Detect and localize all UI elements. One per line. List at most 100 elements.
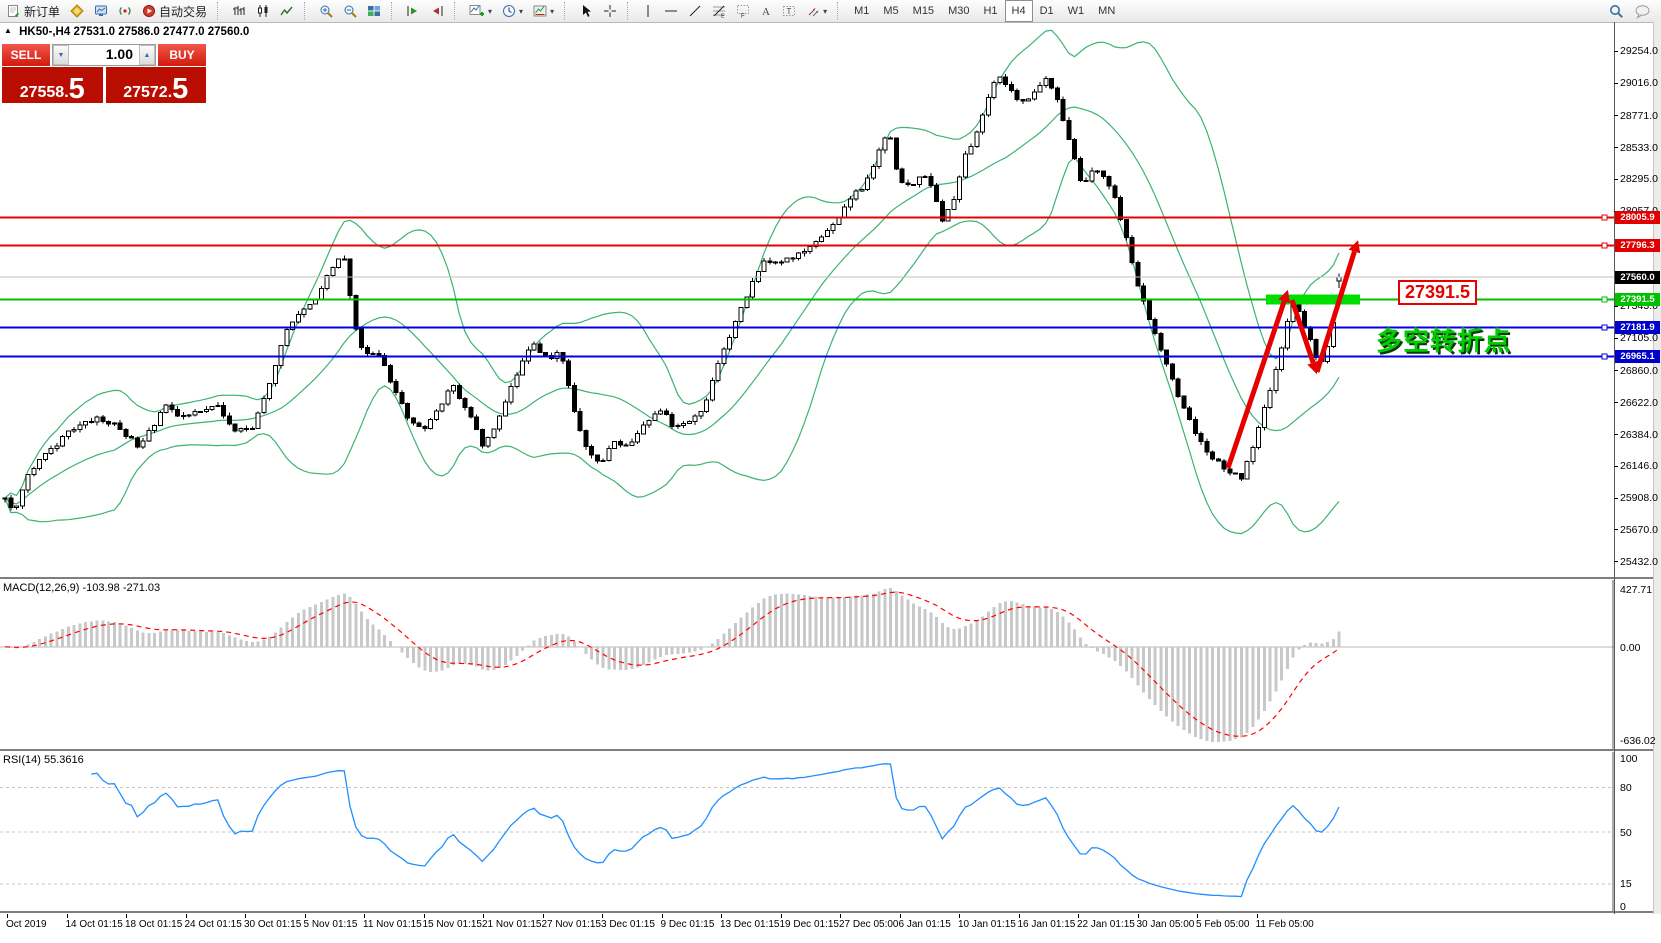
arrows-button[interactable]: ▾: [801, 0, 832, 22]
chart-shift-button[interactable]: [425, 0, 449, 22]
resistance-line-27796-handle[interactable]: [1601, 242, 1608, 249]
time-tick-mark: [304, 914, 306, 918]
crosshair-button[interactable]: [598, 0, 622, 22]
timeframe-button-m5[interactable]: M5: [883, 5, 899, 17]
zoom-in-button[interactable]: [314, 0, 338, 22]
support-line-26965-handle[interactable]: [1601, 353, 1608, 360]
resistance-line-28005-handle[interactable]: [1601, 214, 1608, 221]
signals-button[interactable]: [113, 0, 137, 22]
volume-decrease-button[interactable]: ▼: [53, 45, 69, 65]
timeframe-button-d1[interactable]: D1: [1039, 5, 1054, 17]
candle-body: [376, 352, 382, 357]
rsi-plot[interactable]: [0, 752, 1614, 911]
support-line-27391-handle[interactable]: [1601, 296, 1608, 303]
red-up-arrow-1[interactable]: [1225, 300, 1287, 469]
green-level-bar[interactable]: [1266, 294, 1360, 305]
time-tick-mark: [364, 914, 365, 918]
red-down-arrow[interactable]: [1289, 299, 1316, 364]
turning-point-note[interactable]: 多空转折点: [1376, 326, 1512, 356]
candle-body: [629, 441, 635, 446]
candle-body: [1221, 460, 1227, 470]
candle-body: [1112, 185, 1118, 198]
red-up-arrow-2[interactable]: [1314, 250, 1357, 373]
tile-windows-button[interactable]: [362, 0, 386, 22]
zoom-out-button[interactable]: [338, 0, 362, 22]
new-order-button[interactable]: 新订单: [2, 0, 65, 22]
periods-button[interactable]: ▾: [497, 0, 528, 22]
candle-body: [778, 261, 784, 264]
time-tick-mark: [66, 914, 68, 918]
text-button[interactable]: A: [755, 0, 777, 22]
time-axis[interactable]: Oct 2019 14 Oct 01:15 18 Oct 01:15 24 Oct 0…: [0, 914, 1661, 943]
price-tick-label: 26860.0: [1620, 365, 1658, 377]
indicators-button[interactable]: ▾: [464, 0, 497, 22]
market-watch-button[interactable]: [89, 0, 113, 22]
horizontal-line-button[interactable]: [659, 0, 683, 22]
support-line-27181-handle[interactable]: [1601, 324, 1608, 331]
candle-body: [485, 437, 491, 447]
panel-divider[interactable]: [0, 911, 1661, 914]
trendline-button[interactable]: [683, 0, 707, 22]
line-chart-button[interactable]: [275, 0, 299, 22]
candle-body: [1129, 237, 1135, 264]
bar-chart-button[interactable]: [227, 0, 251, 22]
price-tick-label: 25670.0: [1620, 524, 1658, 536]
candlestick-chart-button[interactable]: [251, 0, 275, 22]
grid-button[interactable]: F: [731, 0, 755, 22]
candle-body: [353, 295, 359, 330]
vertical-line-button[interactable]: [637, 0, 659, 22]
time-tick-mark: [1018, 914, 1020, 918]
candle-body: [140, 440, 146, 448]
timeframe-button-m30[interactable]: M30: [948, 5, 970, 17]
candle-body: [405, 402, 410, 419]
history-center-button[interactable]: [65, 0, 89, 22]
candle-body: [14, 505, 19, 509]
buy-price-display[interactable]: 27572. 5: [105, 67, 206, 103]
cursor-button[interactable]: [574, 0, 598, 22]
panel-divider[interactable]: [0, 749, 1661, 752]
macd-plot[interactable]: [0, 580, 1614, 749]
candle-body: [652, 413, 658, 422]
candle-body: [859, 189, 865, 192]
volume-value[interactable]: 1.00: [105, 46, 133, 62]
timeframe-button-mn[interactable]: MN: [1098, 5, 1116, 17]
red-up-arrow-2-head[interactable]: [1348, 240, 1361, 254]
candle-body: [416, 422, 422, 428]
auto-trading-button[interactable]: 自动交易: [137, 0, 212, 22]
sell-button[interactable]: SELL: [2, 44, 50, 66]
candle-body: [468, 407, 474, 418]
price-axis-border: [1614, 22, 1615, 941]
candle-body: [600, 460, 606, 462]
candle-body: [508, 386, 514, 403]
buy-button[interactable]: BUY: [158, 44, 206, 66]
price-tick-label: 28771.0: [1620, 110, 1658, 122]
level-price-box[interactable]: 27391.5: [1398, 280, 1477, 305]
candle-body: [617, 441, 623, 446]
candle-body: [1302, 311, 1307, 328]
auto-scroll-button[interactable]: [401, 0, 425, 22]
text-label-button[interactable]: T: [777, 0, 801, 22]
volume-increase-button[interactable]: ▲: [139, 45, 155, 65]
search-icon[interactable]: [1609, 4, 1624, 19]
bollinger-upper: [4, 29, 1340, 499]
timeframe-button-w1[interactable]: W1: [1067, 5, 1085, 17]
price-tick-mark: [1614, 561, 1618, 562]
red-up-arrow-1-head[interactable]: [1278, 290, 1290, 304]
candle-body: [1020, 98, 1026, 102]
collapse-marker-icon[interactable]: ▲: [4, 26, 12, 35]
timeframe-button-h4[interactable]: H4: [1004, 0, 1033, 22]
chat-icon[interactable]: [1634, 4, 1651, 19]
sell-price-display[interactable]: 27558. 5: [2, 67, 103, 103]
timeframe-button-m1[interactable]: M1: [854, 5, 870, 17]
fibonacci-button[interactable]: E: [707, 0, 731, 22]
price-tick-label: 28295.0: [1620, 173, 1658, 185]
price-tick-label: 29016.0: [1620, 77, 1658, 89]
candle-body: [974, 131, 980, 147]
timeframe-button-m15[interactable]: M15: [912, 5, 935, 17]
timeframe-button-h1[interactable]: H1: [983, 5, 998, 17]
candle-body: [261, 398, 267, 414]
main-chart-plot[interactable]: [0, 22, 1614, 577]
templates-button[interactable]: ▾: [528, 0, 559, 22]
candle-body: [491, 428, 497, 438]
panel-divider[interactable]: [0, 577, 1661, 580]
